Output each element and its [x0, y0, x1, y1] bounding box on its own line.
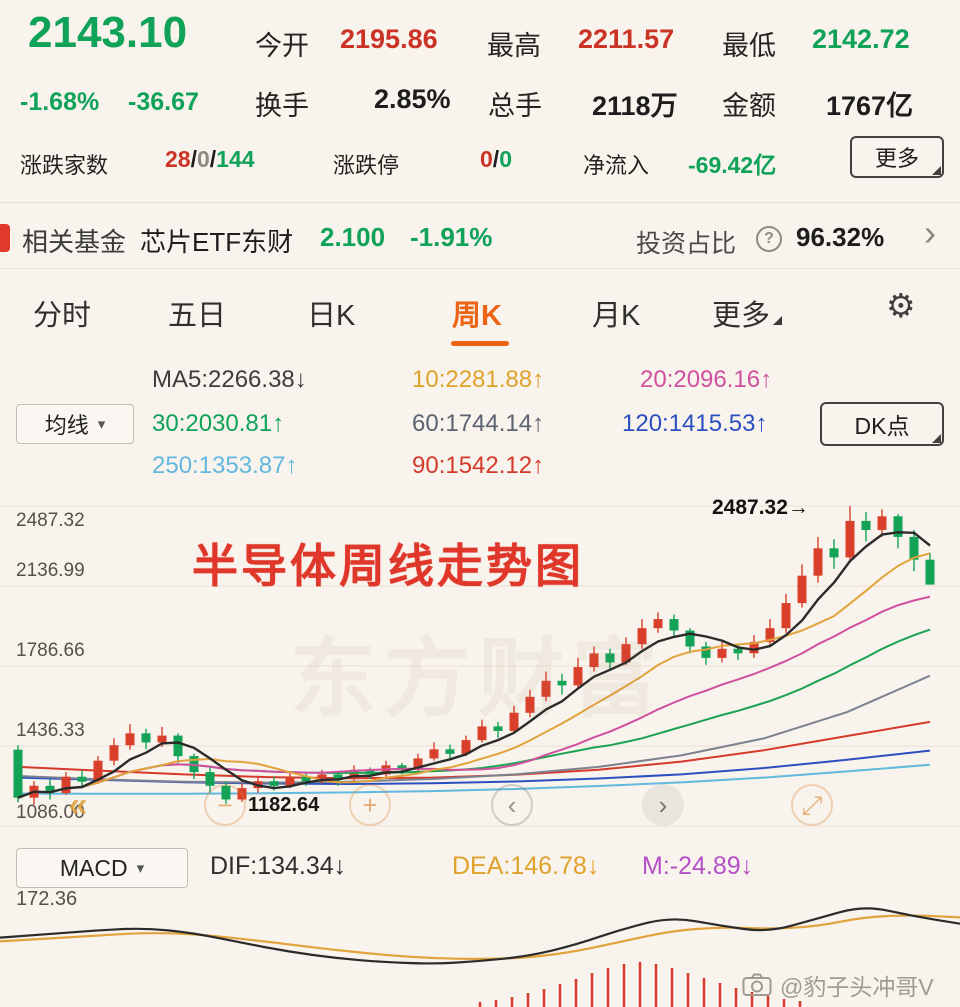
ma250-value: 250:1353.87↑ [152, 452, 298, 479]
low-value: 2142.72 [812, 24, 910, 54]
active-tab-underline [451, 341, 509, 346]
fullscreen-icon[interactable]: ⤢ [791, 784, 833, 826]
amount-label: 金额 [722, 91, 776, 121]
dropdown-corner-icon [773, 316, 783, 325]
high-value: 2211.57 [578, 24, 675, 54]
breadth-up: 28 [165, 146, 191, 172]
open-label: 今开 [255, 31, 309, 61]
volume-value: 2118万 [592, 91, 678, 121]
limit-up: 0 [480, 146, 493, 172]
y-axis-tick: 1786.66 [16, 640, 85, 661]
credit-watermark: @豹子头冲哥V [742, 968, 934, 1002]
zoom-in-icon[interactable]: + [349, 784, 391, 826]
ratio-value: 96.32% [796, 222, 885, 252]
inflow-value: -69.42亿 [688, 152, 777, 178]
limit-value: 0/0 [480, 146, 512, 173]
y-axis-tick: 2136.99 [16, 560, 85, 581]
tab-daily-k[interactable]: 日K [307, 300, 356, 332]
macd-chart-area[interactable] [0, 892, 960, 1007]
rewind-icon[interactable]: « [68, 786, 88, 824]
breadth-label: 涨跌家数 [20, 153, 109, 178]
kline-chart-area[interactable]: 东方财富 2487.32 2136.99 1786.66 1436.33 108… [0, 488, 960, 840]
dea-value: DEA:146.78↓ [452, 852, 600, 880]
fund-change: -1.91% [410, 222, 493, 252]
zoom-out-icon[interactable]: − [204, 784, 246, 826]
y-axis-tick: 1086.00 [16, 802, 85, 823]
fund-price: 2.100 [320, 222, 386, 252]
macd-chart[interactable] [0, 892, 960, 1007]
tab-weekly-k[interactable]: 周K [452, 300, 502, 332]
credit-text: @豹子头冲哥V [780, 974, 934, 1000]
ma90-value: 90:1542.12↑ [412, 452, 545, 479]
y-axis-tick: 1436.33 [16, 720, 85, 741]
chevron-down-icon: ▾ [136, 860, 145, 877]
settings-gear-icon[interactable]: ⚙ [886, 287, 916, 324]
breadth-down: 144 [216, 146, 255, 172]
ma60-value: 60:1744.14↑ [412, 410, 545, 437]
ma120-value: 120:1415.53↑ [622, 410, 768, 437]
camera-icon [742, 973, 772, 996]
turnover-label: 换手 [255, 91, 309, 121]
tab-intraday[interactable]: 分时 [33, 300, 92, 332]
dif-value: DIF:134.34↓ [210, 852, 347, 880]
ma20-value: 20:2096.16↑ [640, 366, 773, 393]
inflow-label: 净流入 [583, 153, 650, 178]
related-fund-label: 相关基金 [22, 227, 127, 257]
low-label: 最低 [722, 31, 776, 61]
chevron-right-icon[interactable]: › [924, 212, 936, 253]
y-axis-tick: 2487.32 [16, 510, 85, 531]
tab-five-day[interactable]: 五日 [168, 300, 227, 332]
breadth-flat: 0 [196, 146, 210, 172]
macd-dropdown[interactable]: MACD ▾ [16, 848, 188, 888]
more-button-label: 更多 [874, 146, 919, 171]
limit-label: 涨跌停 [333, 153, 400, 178]
low-annotation: 1182.64 [248, 794, 320, 816]
volume-label: 总手 [488, 91, 542, 121]
divider [0, 268, 960, 269]
more-button[interactable]: 更多 [850, 136, 944, 178]
breadth-value: 28/0/144 [165, 146, 255, 173]
ma10-value: 10:2281.88↑ [412, 366, 545, 393]
breadth-sep1: / [190, 146, 197, 172]
tab-more-label: 更多 [712, 300, 771, 332]
ma-dropdown-label: 均线 [44, 413, 89, 438]
amount-value: 1767亿 [826, 91, 914, 121]
tab-more[interactable]: 更多 [712, 292, 783, 334]
ma5-value: MA5:2266.38↓ [152, 366, 307, 393]
limit-down: 0 [499, 146, 512, 172]
turnover-value: 2.85% [374, 84, 451, 114]
watermark-text: 东方财富 [290, 631, 666, 727]
chevron-down-icon: ▾ [97, 416, 106, 433]
high-label: 最高 [487, 31, 541, 61]
open-value: 2195.86 [340, 24, 438, 54]
pan-left-icon[interactable]: ‹ [491, 784, 533, 826]
macd-y-tick: 172.36 [16, 888, 78, 910]
pan-right-icon[interactable]: › [642, 784, 684, 826]
help-icon[interactable]: ? [756, 226, 782, 252]
index-price: 2143.10 [28, 8, 188, 57]
divider [0, 202, 960, 203]
limit-sep: / [492, 146, 500, 172]
macd-dropdown-label: MACD [59, 854, 128, 881]
kline-chart[interactable] [0, 488, 960, 840]
ma-dropdown[interactable]: 均线 ▾ [16, 404, 134, 444]
breadth-sep2: / [209, 146, 217, 172]
fund-tag-icon [0, 224, 10, 252]
price-change-percent: -1.68% [20, 88, 100, 116]
ratio-label: 投资占比 [636, 230, 737, 258]
m-value: M:-24.89↓ [642, 852, 754, 880]
tab-monthly-k[interactable]: 月K [592, 300, 641, 332]
ma30-value: 30:2030.81↑ [152, 410, 285, 437]
fund-name[interactable]: 芯片ETF东财 [140, 227, 294, 257]
chart-title-overlay: 半导体周线走势图 [192, 540, 584, 592]
price-change-amount: -36.67 [128, 88, 199, 116]
peak-annotation: 2487.32→ [712, 496, 809, 519]
dk-button[interactable]: DK点 [820, 402, 944, 446]
dk-button-label: DK点 [854, 413, 910, 439]
